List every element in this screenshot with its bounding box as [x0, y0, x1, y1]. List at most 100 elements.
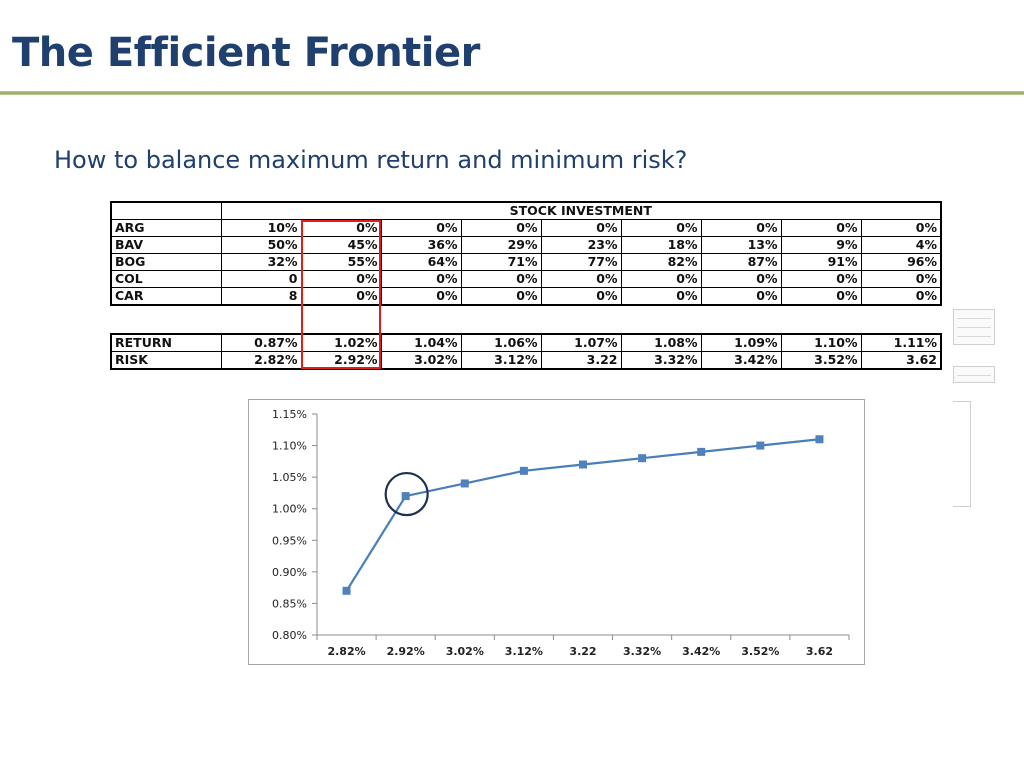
y-tick-label: 1.10%	[272, 440, 307, 453]
stock-table-row-bav: BAV 50% 45% 36% 29% 23% 18% 13% 9% 4%	[110, 236, 942, 254]
stock-table-cell: 91%	[780, 253, 862, 271]
rr-table-cell: 1.02%	[300, 333, 382, 352]
efficient-frontier-chart: 0.80% 0.85% 0.90% 0.95% 1.00% 1.05% 1.10% 1.15%…	[248, 399, 865, 665]
rr-table-row-label: RISK	[110, 351, 222, 370]
return-risk-table: RETURN 0.87% 1.02% 1.04% 1.06% 1.07% 1.08% 1.09…	[110, 333, 942, 370]
y-tick-label: 0.90%	[272, 566, 307, 579]
stock-table-row-col: COL 0 0% 0% 0% 0% 0% 0% 0% 0%	[110, 270, 942, 288]
x-tick-label: 2.82%	[327, 645, 365, 658]
y-tick-label: 0.95%	[272, 534, 307, 547]
rr-table-row-risk: RISK 2.82% 2.92% 3.02% 3.12% 3.22 3.32% 3.42% 3.…	[110, 351, 942, 370]
title-divider	[0, 91, 1024, 95]
data-point	[815, 435, 824, 444]
stock-table-cell: 0%	[380, 219, 462, 237]
x-tick-label: 3.62	[806, 645, 833, 658]
rr-table-cell: 3.32%	[620, 351, 702, 370]
stock-table-header-row: STOCK INVESTMENT	[110, 201, 942, 220]
x-tick-label: 2.92%	[387, 645, 425, 658]
stock-table-cell: 0%	[700, 287, 782, 306]
rr-table-cell: 0.87%	[220, 333, 302, 352]
return-risk-table-body: RETURN 0.87% 1.02% 1.04% 1.06% 1.07% 1.08% 1.09…	[110, 333, 942, 370]
stock-table-cell: 13%	[700, 236, 782, 254]
cropped-chart-remnant	[953, 401, 971, 507]
stock-table-cell: 0%	[700, 219, 782, 237]
stock-table-cell: 0%	[300, 270, 382, 288]
stock-table-cell: 0%	[460, 219, 542, 237]
stock-table-cell: 0%	[860, 219, 942, 237]
selected-point-circle	[384, 471, 429, 517]
stock-table-cell: 64%	[380, 253, 462, 271]
rr-table-cell: 3.52%	[780, 351, 862, 370]
stock-investment-table: STOCK INVESTMENT ARG 10% 0% 0% 0% 0% 0% 0% 0% 0% B…	[110, 201, 942, 306]
data-point	[401, 492, 410, 501]
rr-table-cell: 1.08%	[620, 333, 702, 352]
data-point	[342, 586, 351, 595]
data-point	[460, 479, 469, 488]
stock-table-header: STOCK INVESTMENT	[220, 201, 942, 220]
stock-table-cell: 0%	[780, 287, 862, 306]
stock-table-row-bog: BOG 32% 55% 64% 71% 77% 82% 87% 91% 96%	[110, 253, 942, 271]
x-tick-label: 3.12%	[505, 645, 543, 658]
x-tick-label: 3.32%	[623, 645, 661, 658]
stock-table-cell: 29%	[460, 236, 542, 254]
stock-table-row-label: BOG	[110, 253, 222, 271]
stock-table-cell: 0%	[540, 287, 622, 306]
stock-table-cell: 0%	[380, 270, 462, 288]
rr-table-row-return: RETURN 0.87% 1.02% 1.04% 1.06% 1.07% 1.08% 1.09…	[110, 333, 942, 352]
slide-subtitle: How to balance maximum return and minimu…	[54, 146, 688, 174]
stock-table-cell: 77%	[540, 253, 622, 271]
rr-table-cell: 1.09%	[700, 333, 782, 352]
stock-table-row-car: CAR 8 0% 0% 0% 0% 0% 0% 0% 0%	[110, 287, 942, 306]
x-tick-label: 3.52%	[741, 645, 779, 658]
rr-table-cell: 1.07%	[540, 333, 622, 352]
stock-table-cell: 0%	[700, 270, 782, 288]
x-tick-label: 3.42%	[682, 645, 720, 658]
stock-table-cell: 0%	[620, 270, 702, 288]
stock-table-cell: 8	[220, 287, 302, 306]
stock-table-cell: 0	[220, 270, 302, 288]
cropped-table-remnant-2	[953, 366, 995, 383]
stock-table-cell: 0%	[540, 270, 622, 288]
rr-table-cell: 1.06%	[460, 333, 542, 352]
stock-table-cell: 0%	[780, 270, 862, 288]
x-tick-label: 3.02%	[446, 645, 484, 658]
stock-table-row-label: BAV	[110, 236, 222, 254]
y-tick-label: 0.80%	[272, 629, 307, 642]
stock-table-row-arg: ARG 10% 0% 0% 0% 0% 0% 0% 0% 0%	[110, 219, 942, 237]
y-tick-label: 0.85%	[272, 597, 307, 610]
stock-table-cell: 23%	[540, 236, 622, 254]
stock-table-cell: 0%	[380, 287, 462, 306]
stock-table-row-label: ARG	[110, 219, 222, 237]
rr-table-cell: 3.12%	[460, 351, 542, 370]
rr-table-cell: 3.02%	[380, 351, 462, 370]
stock-table-cell: 32%	[220, 253, 302, 271]
stock-table-row-label: CAR	[110, 287, 222, 306]
y-tick-label: 1.00%	[272, 503, 307, 516]
data-point	[519, 466, 528, 475]
stock-table-cell: 82%	[620, 253, 702, 271]
stock-table-cell: 45%	[300, 236, 382, 254]
rr-table-cell: 2.82%	[220, 351, 302, 370]
stock-table-cell: 9%	[780, 236, 862, 254]
stock-table-cell: 10%	[220, 219, 302, 237]
stock-table-cell: 55%	[300, 253, 382, 271]
stock-table-cell: 96%	[860, 253, 942, 271]
table-header-blank	[110, 201, 222, 220]
stock-table-cell: 0%	[300, 287, 382, 306]
rr-table-cell: 1.10%	[780, 333, 862, 352]
slide-title: The Efficient Frontier	[12, 30, 480, 76]
rr-table-cell: 3.22	[540, 351, 622, 370]
data-point	[697, 447, 706, 456]
rr-table-row-label: RETURN	[110, 333, 222, 352]
stock-table-cell: 0%	[460, 287, 542, 306]
stock-table-cell: 87%	[700, 253, 782, 271]
stock-table-cell: 0%	[860, 287, 942, 306]
rr-table-cell: 2.92%	[300, 351, 382, 370]
stock-table-cell: 71%	[460, 253, 542, 271]
stock-table-cell: 0%	[460, 270, 542, 288]
stock-table-cell: 0%	[540, 219, 622, 237]
stock-table-cell: 0%	[780, 219, 862, 237]
rr-table-cell: 3.62	[860, 351, 942, 370]
rr-table-cell: 3.42%	[700, 351, 782, 370]
rr-table-cell: 1.11%	[860, 333, 942, 352]
